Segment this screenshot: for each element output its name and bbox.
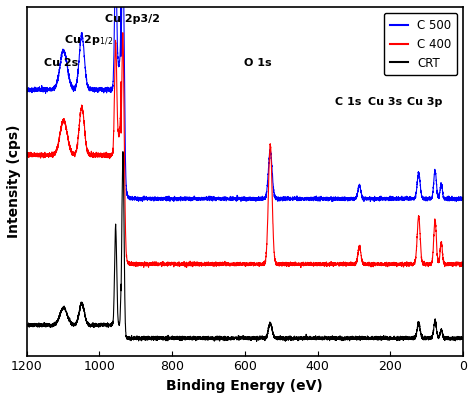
Text: Cu 3s: Cu 3s [368, 97, 402, 107]
X-axis label: Binding Energy (eV): Binding Energy (eV) [166, 379, 323, 393]
Y-axis label: Intensity (cps): Intensity (cps) [7, 124, 21, 238]
Legend: C 500, C 400, CRT: C 500, C 400, CRT [384, 13, 457, 76]
Text: Cu 2p3/2: Cu 2p3/2 [104, 14, 159, 24]
Text: Cu 3p: Cu 3p [407, 97, 443, 107]
Text: Cu 2p$_{1/2}$: Cu 2p$_{1/2}$ [64, 34, 113, 48]
Text: Cu 2s: Cu 2s [44, 58, 78, 68]
Text: C 1s: C 1s [335, 97, 362, 107]
Text: O 1s: O 1s [244, 58, 271, 68]
